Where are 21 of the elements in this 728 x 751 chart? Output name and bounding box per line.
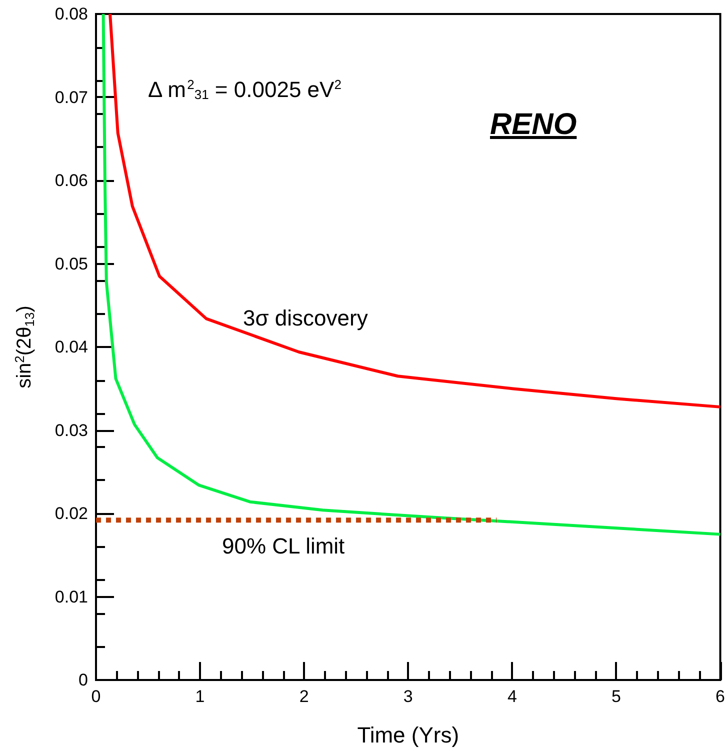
y-axis-title: sin2(2θ13) (12, 306, 37, 388)
x-tick-label: 1 (195, 687, 205, 706)
x-axis-title: Time (Yrs) (357, 722, 460, 748)
x-tick-label: 3 (403, 687, 413, 706)
annotation: RENO (490, 108, 577, 141)
y-tick-label: 0 (78, 670, 88, 690)
y-tick-label: 0.02 (54, 504, 88, 523)
x-tick-label: 6 (716, 687, 726, 706)
y-tick-label: 0.01 (54, 587, 88, 606)
y-tick-label: 0.06 (54, 171, 88, 190)
annotation: 3σ discovery (243, 306, 368, 330)
y-tick-label: 0.05 (54, 254, 88, 274)
annotation: 90% CL limit (222, 534, 345, 558)
x-tick-label: 4 (507, 687, 517, 706)
y-tick-label: 0.07 (54, 88, 88, 107)
y-tick-label: 0.04 (54, 338, 88, 356)
y-tick-label: 0.03 (54, 420, 88, 440)
x-tick-label: 5 (611, 687, 621, 706)
y-tick-label: 0.08 (54, 4, 88, 24)
x-tick-label: 0 (91, 687, 101, 706)
x-tick-label: 2 (299, 687, 309, 706)
